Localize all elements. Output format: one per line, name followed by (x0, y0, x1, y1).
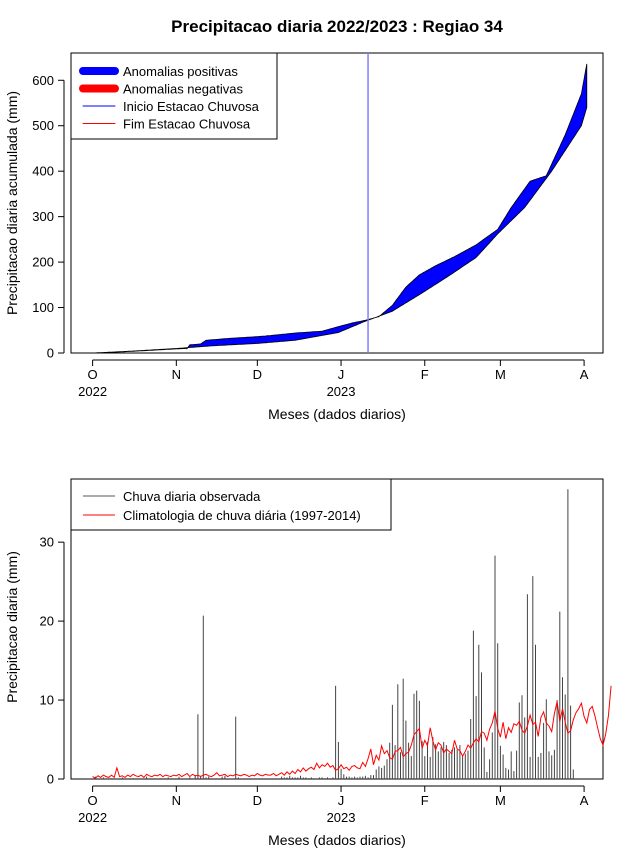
top-y-tick-label: 500 (32, 118, 54, 133)
top-y-axis: 0 100 200 300 400 500 600 (32, 73, 65, 361)
top-x-tick-year: 2023 (327, 384, 356, 399)
bottom-y-axis: 0 10 20 30 (40, 535, 65, 787)
negative-anomaly-area (373, 315, 380, 319)
chart-title: Precipitacao diaria 2022/2023 : Regiao 3… (171, 17, 503, 36)
accumulated-panel: 0 100 200 300 400 500 600 O 2022 N D J 2023 F M A Anomal… (32, 52, 604, 399)
top-x-axis-label: Meses (dados diarios) (268, 406, 406, 422)
anomaly-areas (92, 63, 588, 354)
top-x-tick-label: M (495, 367, 506, 382)
top-x-tick-label: N (172, 367, 181, 382)
top-x-tick-year: 2022 (78, 384, 107, 399)
top-x-tick-label: A (580, 367, 589, 382)
negative-anomaly-area (92, 347, 188, 354)
bottom-x-tick-label: M (495, 793, 506, 808)
bottom-x-tick-label: A (580, 793, 589, 808)
bottom-legend-label: Chuva diaria observada (123, 489, 261, 504)
bottom-x-axis: O 2022 N D J 2023 F M A (78, 785, 589, 825)
top-legend-label: Anomalias negativas (123, 82, 243, 97)
top-x-tick-label: F (421, 367, 429, 382)
bottom-x-tick-label: N (172, 793, 181, 808)
top-legend: Anomalias positivas Anomalias negativas In… (70, 52, 278, 140)
top-x-tick-label: D (253, 367, 262, 382)
bottom-y-tick-label: 30 (40, 535, 54, 550)
top-legend-label: Anomalias positivas (123, 64, 238, 79)
top-y-axis-label: Precipitacao diaria acumulada (mm) (4, 91, 20, 315)
climatology-line (92, 685, 612, 779)
top-y-tick-label: 0 (47, 346, 54, 361)
bottom-x-tick-label: O (88, 793, 98, 808)
bottom-x-tick-label: F (421, 793, 429, 808)
positive-anomaly-area (186, 317, 374, 350)
top-legend-label: Inicio Estacao Chuvosa (123, 99, 260, 114)
bottom-y-tick-label: 0 (47, 772, 54, 787)
daily-rain-bars (94, 489, 574, 779)
positive-anomaly-area (378, 63, 588, 318)
top-legend-label: Fim Estacao Chuvosa (123, 117, 251, 132)
bottom-x-tick-label: D (253, 793, 262, 808)
top-y-tick-label: 200 (32, 255, 54, 270)
daily-panel: 0 10 20 30 O 2022 N D J 2023 F M A Chuva diaria obser… (40, 478, 612, 825)
bottom-legend-box (70, 478, 392, 531)
bottom-x-tick-label: J (338, 793, 345, 808)
bottom-y-tick-label: 10 (40, 693, 54, 708)
top-y-tick-label: 300 (32, 209, 54, 224)
bottom-legend: Chuva diaria observada Climatologia de ch… (70, 478, 392, 531)
bottom-x-axis-label: Meses (dados diarios) (268, 832, 406, 848)
top-y-tick-label: 600 (32, 73, 54, 88)
top-x-axis: O 2022 N D J 2023 F M A (78, 359, 589, 399)
top-y-tick-label: 400 (32, 164, 54, 179)
top-x-tick-label: O (88, 367, 98, 382)
bottom-x-tick-year: 2022 (78, 810, 107, 825)
bottom-y-axis-label: Precipitacao diaria (mm) (4, 551, 20, 703)
bottom-x-tick-year: 2023 (327, 810, 356, 825)
top-x-tick-label: J (338, 367, 345, 382)
top-y-tick-label: 100 (32, 300, 54, 315)
bottom-y-tick-label: 20 (40, 614, 54, 629)
bottom-legend-label: Climatologia de chuva diária (1997-2014) (123, 508, 361, 523)
top-plot-box (70, 52, 604, 354)
